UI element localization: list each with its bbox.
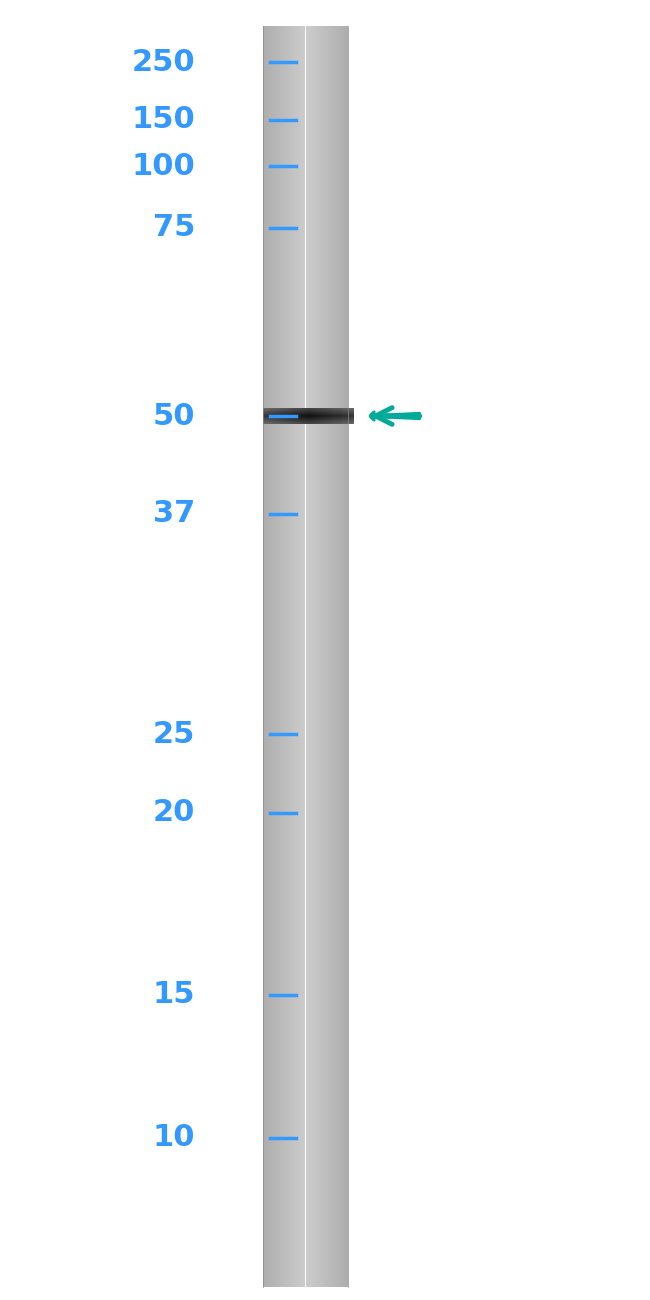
Bar: [302, 408, 304, 424]
Bar: [304, 408, 305, 424]
Bar: [343, 408, 344, 424]
Bar: [317, 408, 318, 424]
Bar: [299, 408, 300, 424]
Text: 10: 10: [153, 1123, 195, 1152]
Bar: [279, 408, 280, 424]
Text: 20: 20: [153, 798, 195, 827]
Bar: [294, 408, 295, 424]
Bar: [314, 408, 315, 424]
Bar: [322, 408, 323, 424]
Bar: [293, 408, 294, 424]
Bar: [311, 408, 313, 424]
Bar: [333, 408, 334, 424]
Bar: [306, 408, 307, 424]
Bar: [295, 408, 296, 424]
Bar: [340, 408, 341, 424]
Bar: [266, 408, 267, 424]
Bar: [335, 408, 336, 424]
Bar: [284, 408, 285, 424]
Text: 150: 150: [131, 105, 195, 134]
Bar: [289, 408, 290, 424]
Bar: [309, 408, 311, 424]
Bar: [315, 408, 316, 424]
Bar: [268, 408, 270, 424]
Bar: [307, 408, 308, 424]
Bar: [318, 408, 320, 424]
Text: 75: 75: [153, 213, 195, 242]
Bar: [348, 408, 349, 424]
Bar: [344, 408, 345, 424]
Bar: [305, 408, 306, 424]
Text: 50: 50: [153, 402, 195, 430]
Bar: [345, 408, 346, 424]
Bar: [323, 408, 324, 424]
Text: 25: 25: [153, 720, 195, 749]
Bar: [265, 408, 266, 424]
Bar: [332, 408, 333, 424]
Bar: [275, 408, 276, 424]
Bar: [270, 408, 272, 424]
Bar: [308, 408, 309, 424]
Bar: [290, 408, 291, 424]
Bar: [285, 408, 286, 424]
Bar: [349, 408, 350, 424]
Bar: [339, 408, 340, 424]
Bar: [272, 408, 273, 424]
Bar: [291, 408, 292, 424]
Bar: [280, 408, 281, 424]
Bar: [282, 408, 283, 424]
Bar: [325, 408, 326, 424]
Bar: [283, 408, 284, 424]
Bar: [288, 408, 289, 424]
Bar: [296, 408, 297, 424]
Bar: [326, 408, 327, 424]
Bar: [320, 408, 322, 424]
Bar: [264, 408, 265, 424]
Text: 250: 250: [131, 48, 195, 77]
Bar: [337, 408, 338, 424]
Bar: [278, 408, 279, 424]
Bar: [324, 408, 325, 424]
Bar: [352, 408, 354, 424]
Bar: [298, 408, 299, 424]
Bar: [292, 408, 293, 424]
Bar: [281, 408, 282, 424]
Bar: [341, 408, 343, 424]
Bar: [347, 408, 348, 424]
Bar: [336, 408, 337, 424]
Bar: [267, 408, 268, 424]
Bar: [338, 408, 339, 424]
Bar: [327, 408, 328, 424]
Text: 37: 37: [153, 499, 195, 528]
Bar: [334, 408, 335, 424]
Bar: [346, 408, 347, 424]
Bar: [328, 408, 329, 424]
Bar: [274, 408, 275, 424]
Bar: [329, 408, 330, 424]
Text: 100: 100: [131, 152, 195, 181]
Bar: [331, 408, 332, 424]
Bar: [313, 408, 314, 424]
Bar: [276, 408, 277, 424]
Bar: [300, 408, 302, 424]
Bar: [277, 408, 278, 424]
Bar: [286, 408, 287, 424]
Bar: [263, 408, 264, 424]
Bar: [287, 408, 288, 424]
Bar: [273, 408, 274, 424]
Text: 15: 15: [153, 980, 195, 1009]
Bar: [316, 408, 317, 424]
Bar: [350, 408, 352, 424]
Bar: [330, 408, 331, 424]
Bar: [297, 408, 298, 424]
